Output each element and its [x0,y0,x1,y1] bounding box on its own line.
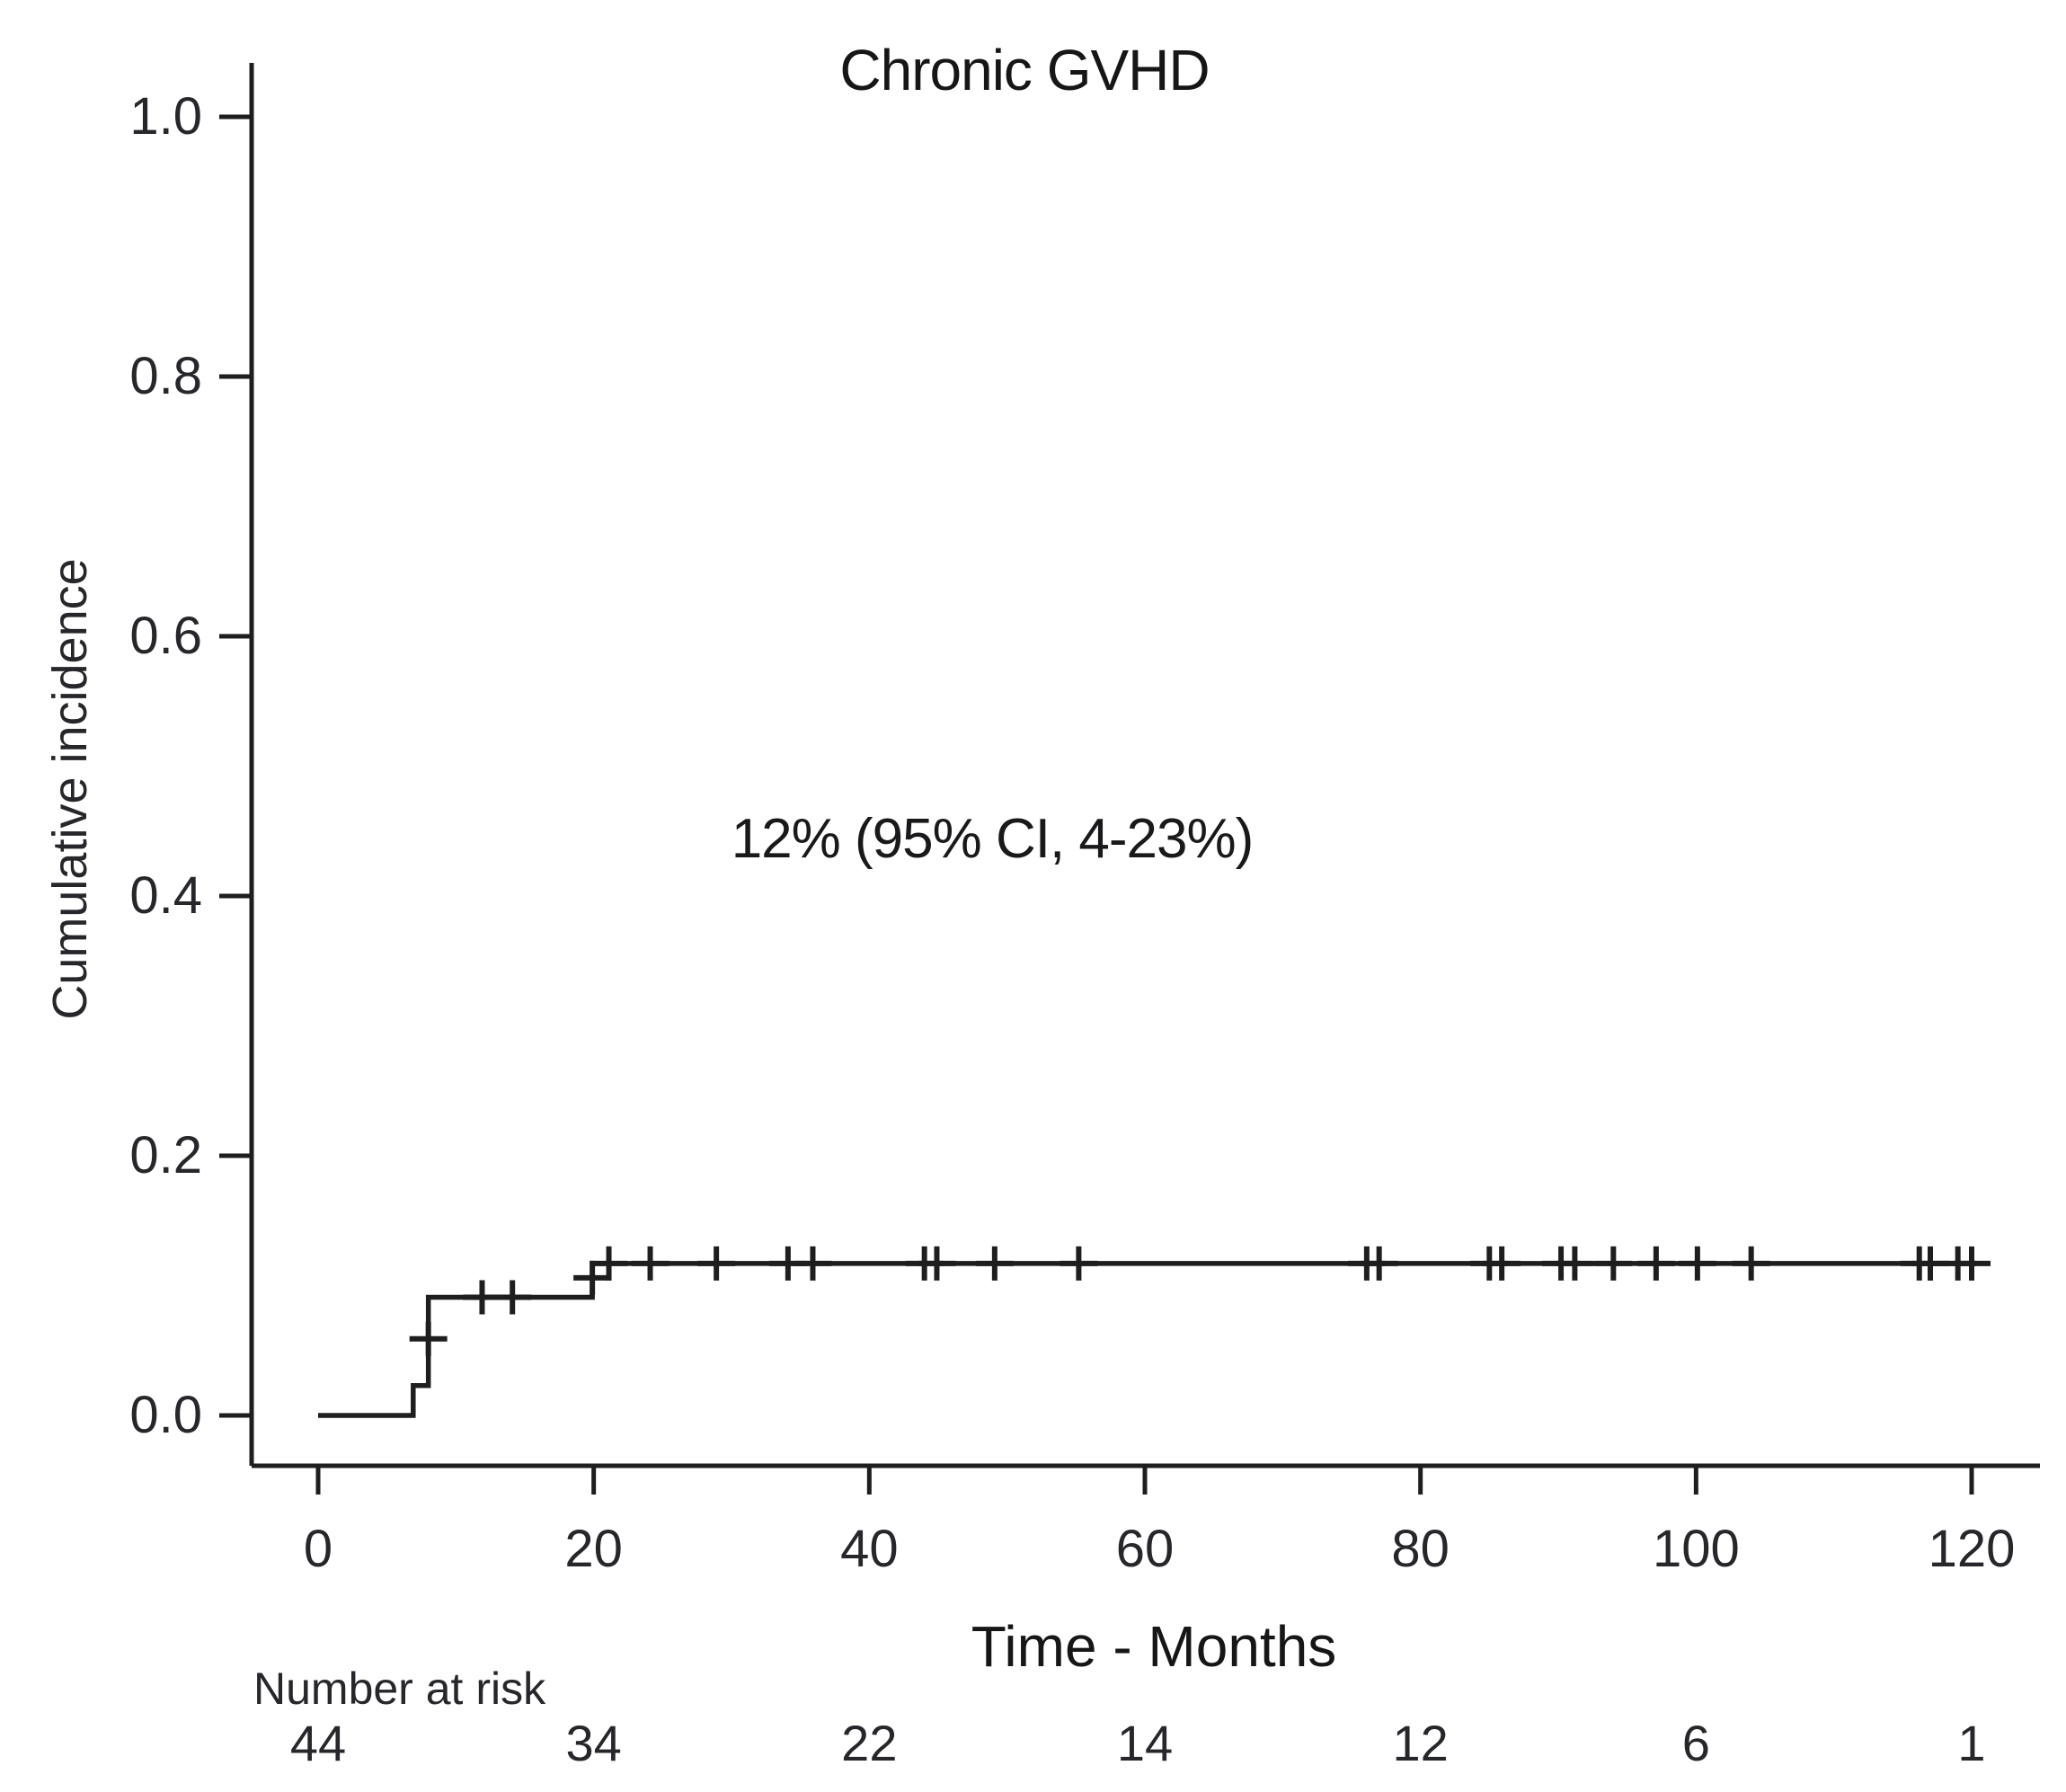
x-tick-label: 100 [1652,1520,1740,1578]
number-at-risk-value: 6 [1681,1715,1710,1771]
y-tick-label: 0.2 [129,1126,202,1184]
number-at-risk-label: Number at risk [253,1663,546,1714]
y-tick-label: 1.0 [129,87,202,146]
number-at-risk-value: 14 [1116,1715,1174,1771]
censor-marks [409,1246,1991,1356]
number-at-risk-value: 44 [289,1715,347,1771]
chart-title: Chronic GVHD [839,38,1210,102]
number-at-risk-value: 1 [1957,1715,1986,1771]
number-at-risk-value: 34 [565,1715,622,1771]
y-tick-label: 0.0 [129,1386,202,1444]
x-axis-label: Time - Months [971,1614,1337,1679]
number-at-risk-value: 12 [1392,1715,1449,1771]
km-curve [318,1261,1975,1418]
x-tick-label: 80 [1391,1520,1450,1578]
y-tick-label: 0.8 [129,347,202,405]
x-tick-label: 40 [840,1520,899,1578]
y-tick-label: 0.6 [129,607,202,665]
axes [219,63,2040,1495]
x-tick-label: 20 [564,1520,623,1578]
x-tick-label: 0 [303,1520,333,1578]
y-tick-label: 0.4 [129,866,202,925]
estimate-annotation: 12% (95% CI, 4-23%) [731,808,1255,870]
x-tick-label: 60 [1115,1520,1175,1578]
number-at-risk-value: 22 [841,1715,898,1771]
x-tick-label: 120 [1928,1520,2016,1578]
